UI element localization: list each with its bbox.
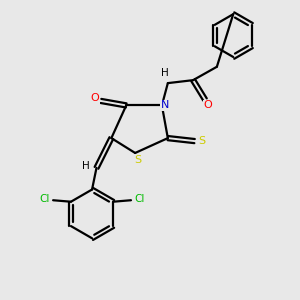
Text: Cl: Cl — [40, 194, 50, 204]
Text: Cl: Cl — [134, 194, 145, 204]
Text: N: N — [161, 100, 169, 110]
Text: S: S — [134, 155, 142, 165]
Text: O: O — [204, 100, 212, 110]
Text: H: H — [82, 161, 90, 171]
Text: S: S — [199, 136, 206, 146]
Text: H: H — [161, 68, 169, 78]
Text: O: O — [91, 93, 99, 103]
